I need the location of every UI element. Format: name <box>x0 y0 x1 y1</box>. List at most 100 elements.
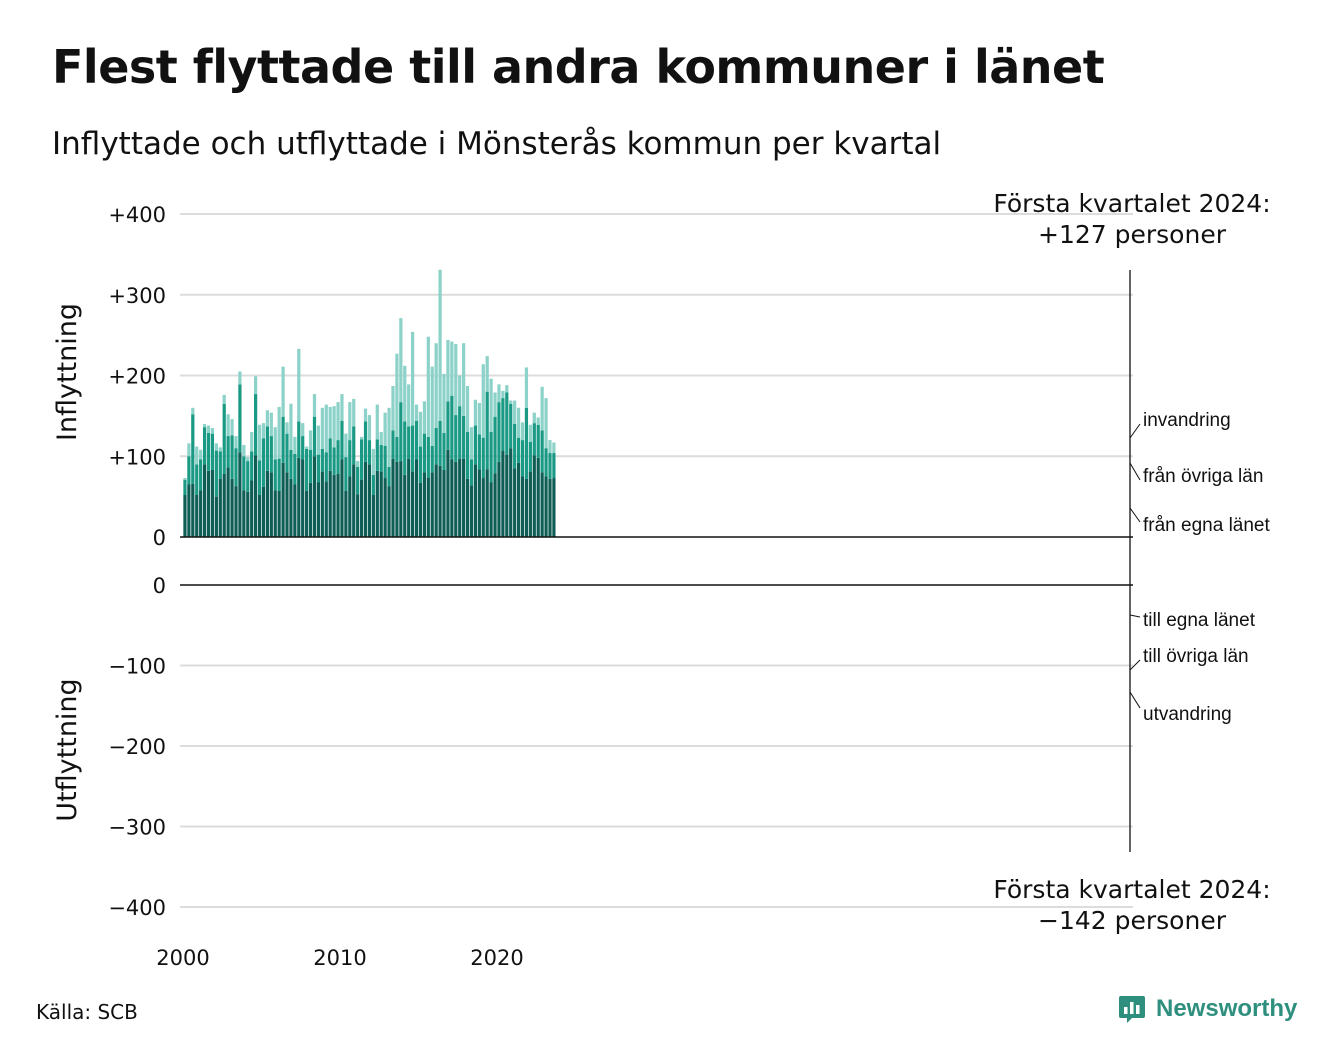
bar-inflow-segment <box>336 402 340 441</box>
bar-inflow-segment <box>332 447 336 475</box>
bar-inflow-segment <box>206 470 211 537</box>
bar-inflow-segment <box>536 417 540 425</box>
bar-inflow-segment <box>324 404 328 453</box>
bar-inflow-segment <box>202 423 207 428</box>
bar-inflow-segment <box>454 461 458 537</box>
bar-inflow-segment <box>356 461 360 467</box>
bar-inflow-segment <box>214 443 218 451</box>
inflow-bars <box>183 269 556 538</box>
bar-inflow-segment <box>395 461 399 537</box>
bar-inflow-segment <box>509 448 513 537</box>
bar-inflow-segment <box>195 446 199 465</box>
bar-inflow-segment <box>265 470 269 537</box>
bar-inflow-segment <box>469 459 474 486</box>
bar-inflow-segment <box>340 394 344 421</box>
bar-inflow-segment <box>324 481 328 537</box>
bar-inflow-segment <box>481 364 485 438</box>
bar-inflow-segment <box>210 469 215 537</box>
bar-inflow-segment <box>524 478 529 537</box>
bar-inflow-segment <box>438 465 442 537</box>
bar-inflow-segment <box>493 473 497 537</box>
bar-inflow-segment <box>191 407 195 415</box>
bar-inflow-segment <box>348 440 352 477</box>
x-tick-label: 2010 <box>313 946 366 970</box>
y-tick-label: −400 <box>108 896 166 920</box>
bar-inflow-segment <box>485 469 489 537</box>
bar-inflow-segment <box>265 410 269 427</box>
bar-inflow-segment <box>230 435 234 479</box>
bar-inflow-segment <box>497 402 501 462</box>
bar-inflow-segment <box>289 449 293 479</box>
bar-inflow-segment <box>552 442 556 454</box>
bar-inflow-segment <box>505 385 509 393</box>
bar-inflow-segment <box>328 406 332 439</box>
bar-inflow-segment <box>257 460 262 496</box>
bar-inflow-segment <box>277 406 281 459</box>
bar-inflow-segment <box>226 436 230 468</box>
bar-inflow-segment <box>183 478 187 480</box>
bar-inflow-segment <box>465 386 470 433</box>
bar-inflow-segment <box>528 424 532 442</box>
x-tick-label: 2020 <box>470 946 523 970</box>
bar-inflow-segment <box>301 459 305 537</box>
bar-inflow-segment <box>238 371 242 385</box>
newsworthy-icon <box>1119 996 1145 1023</box>
bar-inflow-segment <box>316 425 321 455</box>
bar-inflow-segment <box>379 471 383 537</box>
bar-inflow-segment <box>242 444 246 457</box>
bar-inflow-segment <box>434 427 438 465</box>
bar-inflow-segment <box>328 470 332 537</box>
bar-inflow-segment <box>434 464 438 537</box>
bar-inflow-segment <box>277 458 281 491</box>
bar-inflow-segment <box>477 469 481 537</box>
bar-inflow-segment <box>434 343 438 428</box>
bar-inflow-segment <box>544 476 548 537</box>
bar-inflow-segment <box>328 438 332 471</box>
bar-inflow-segment <box>509 400 513 404</box>
axes: 0 +100 +200 +300 +400 0 −100 −200 −300 −400 2000 20… <box>108 203 1133 970</box>
bar-inflow-segment <box>391 386 395 431</box>
bar-inflow-segment <box>246 457 250 462</box>
bar-inflow-segment <box>340 420 344 460</box>
brand-logo[interactable]: Newsworthy <box>1118 994 1297 1024</box>
bar-inflow-segment <box>489 378 493 433</box>
leader-fran-ovriga-lan <box>1129 462 1141 481</box>
bar-inflow-segment <box>544 398 548 449</box>
bar-inflow-segment <box>552 478 556 537</box>
x-tick-label: 2000 <box>156 946 209 970</box>
y-tick-label: −200 <box>108 735 166 759</box>
bar-inflow-segment <box>411 425 415 472</box>
bar-inflow-segment <box>191 483 195 537</box>
annotation-top-line2: +127 personer <box>1038 220 1227 249</box>
bar-inflow-segment <box>446 401 450 450</box>
leader-till-egna-lanet <box>1129 614 1141 618</box>
bar-inflow-segment <box>371 495 375 537</box>
label-fran-egna-lanet: från egna länet <box>1143 515 1270 536</box>
bar-inflow-segment <box>344 457 348 491</box>
bar-inflow-segment <box>540 386 544 431</box>
bar-inflow-segment <box>305 448 309 491</box>
bar-inflow-segment <box>403 474 407 537</box>
bar-inflow-segment <box>544 448 548 477</box>
bar-inflow-segment <box>485 356 489 392</box>
bar-inflow-segment <box>195 495 199 537</box>
bar-inflow-segment <box>183 479 187 496</box>
bar-inflow-segment <box>422 472 426 537</box>
bar-inflow-segment <box>450 395 454 460</box>
y-tick-label: +400 <box>108 203 166 227</box>
bar-inflow-segment <box>469 427 474 460</box>
bar-inflow-segment <box>524 407 529 479</box>
chart-title: Flest flyttade till andra kommuner i län… <box>52 40 1105 94</box>
bar-inflow-segment <box>426 336 430 437</box>
bar-inflow-segment <box>379 444 383 472</box>
leader-fran-egna-lanet <box>1129 507 1141 523</box>
bar-inflow-segment <box>430 445 434 473</box>
bar-inflow-segment <box>363 408 368 422</box>
bar-inflow-segment <box>516 462 521 537</box>
bar-inflow-segment <box>254 376 258 395</box>
bar-inflow-segment <box>536 424 540 458</box>
bar-inflow-segment <box>438 420 442 466</box>
bar-inflow-segment <box>234 486 238 537</box>
bar-inflow-segment <box>344 433 348 458</box>
bar-inflow-segment <box>481 437 485 479</box>
